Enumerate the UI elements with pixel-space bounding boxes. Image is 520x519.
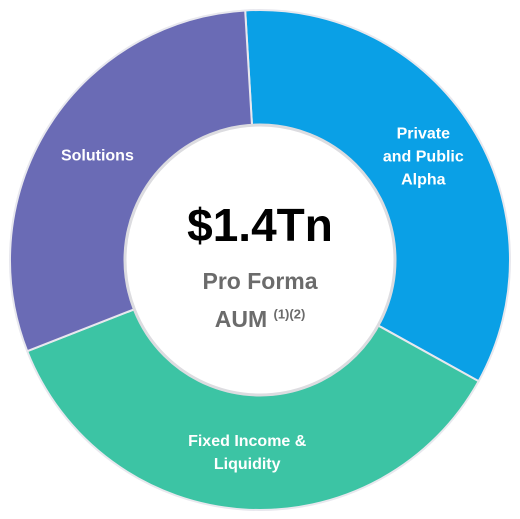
center-value: $1.4Tn [187,199,333,251]
segment-label: Fixed Income & Liquidity [188,432,307,473]
center-hole [123,123,397,397]
footnote: (1)(2) [273,306,306,322]
center-label: AUM [214,306,268,332]
segment-label: Private and Public Alpha [382,125,464,189]
center-label: AUM (1)(2) [215,306,306,333]
segment-label: Solutions [60,147,134,165]
center-label: Pro Forma [202,268,318,294]
